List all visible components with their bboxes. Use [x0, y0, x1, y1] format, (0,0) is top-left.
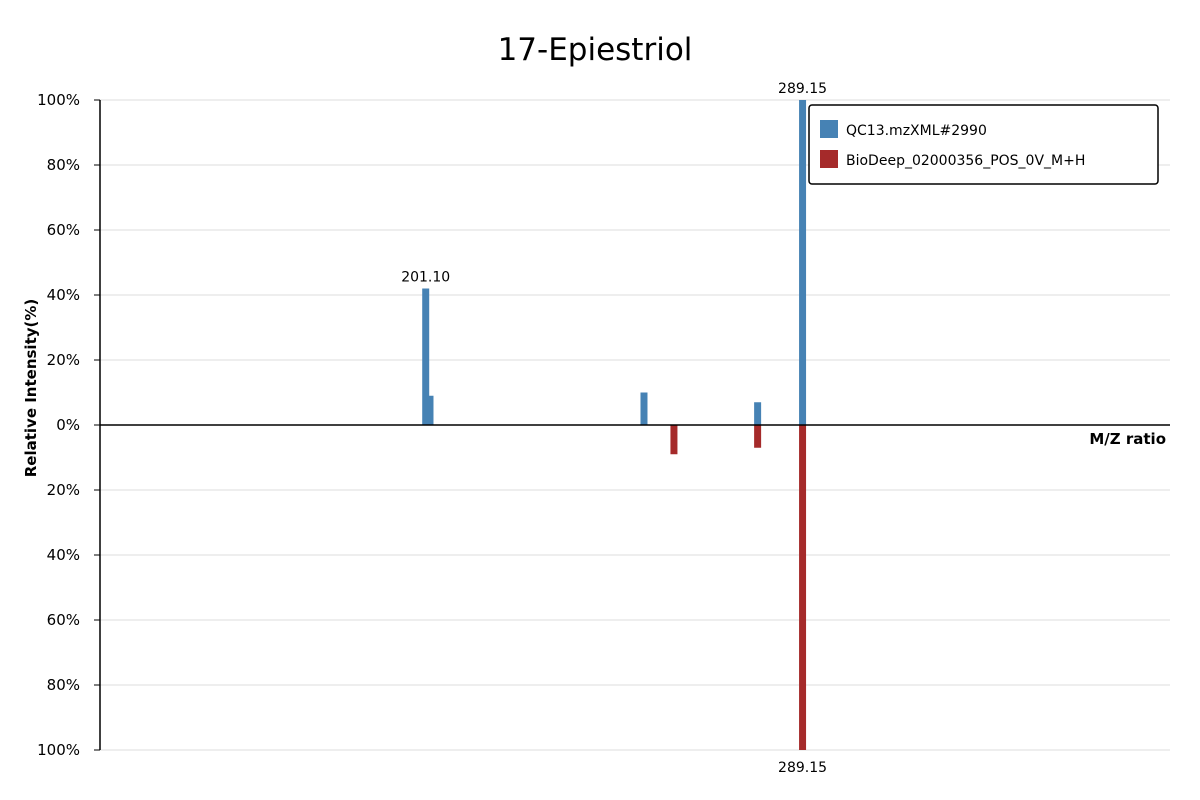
spectrum-bar	[799, 425, 807, 750]
y-tick-label: 80%	[47, 676, 80, 694]
peak-label: 289.15	[778, 81, 827, 97]
legend-swatch-biodeep	[820, 150, 838, 168]
legend-box	[808, 104, 1159, 185]
peak-labels: 201.10 289.15 289.15	[401, 81, 827, 776]
legend-label-biodeep: BioDeep_02000356_POS_0V_M+H	[846, 153, 1085, 169]
spectrum-bar	[754, 402, 762, 425]
y-tick-label: 20%	[47, 351, 80, 369]
grid-lines	[100, 99, 1170, 751]
peak-label: 201.10	[401, 270, 450, 286]
y-tick-label: 100%	[37, 91, 80, 109]
x-axis-title: M/Z ratio	[1089, 430, 1166, 448]
y-axis-title: Relative Intensity(%)	[22, 299, 40, 478]
legend-swatch-qc13	[820, 120, 838, 138]
y-tick-label: 100%	[37, 741, 80, 759]
y-tick-label: 60%	[47, 611, 80, 629]
spectrum-bar	[640, 392, 648, 425]
y-tick-label: 60%	[47, 221, 80, 239]
spectrum-bar	[754, 425, 762, 448]
y-tick-labels: 100% 80% 60% 40% 20% 0% 20% 40% 60% 80% 100%	[37, 91, 100, 759]
legend-label-qc13: QC13.mzXML#2990	[846, 123, 987, 139]
y-tick-label: 40%	[47, 546, 80, 564]
spectrum-bar	[426, 395, 434, 425]
spectrum-bar	[422, 288, 430, 425]
legend: QC13.mzXML#2990 BioDeep_02000356_POS_0V_…	[808, 104, 1159, 185]
peak-label: 289.15	[778, 760, 827, 776]
chart-title: 17-Epiestriol	[498, 32, 693, 68]
spectrum-bars	[422, 100, 807, 750]
y-tick-label: 0%	[56, 416, 80, 434]
y-tick-label: 80%	[47, 156, 80, 174]
spectrum-bar	[799, 100, 807, 425]
spectrum-bar	[670, 425, 678, 455]
y-tick-label: 20%	[47, 481, 80, 499]
y-tick-label: 40%	[47, 286, 80, 304]
